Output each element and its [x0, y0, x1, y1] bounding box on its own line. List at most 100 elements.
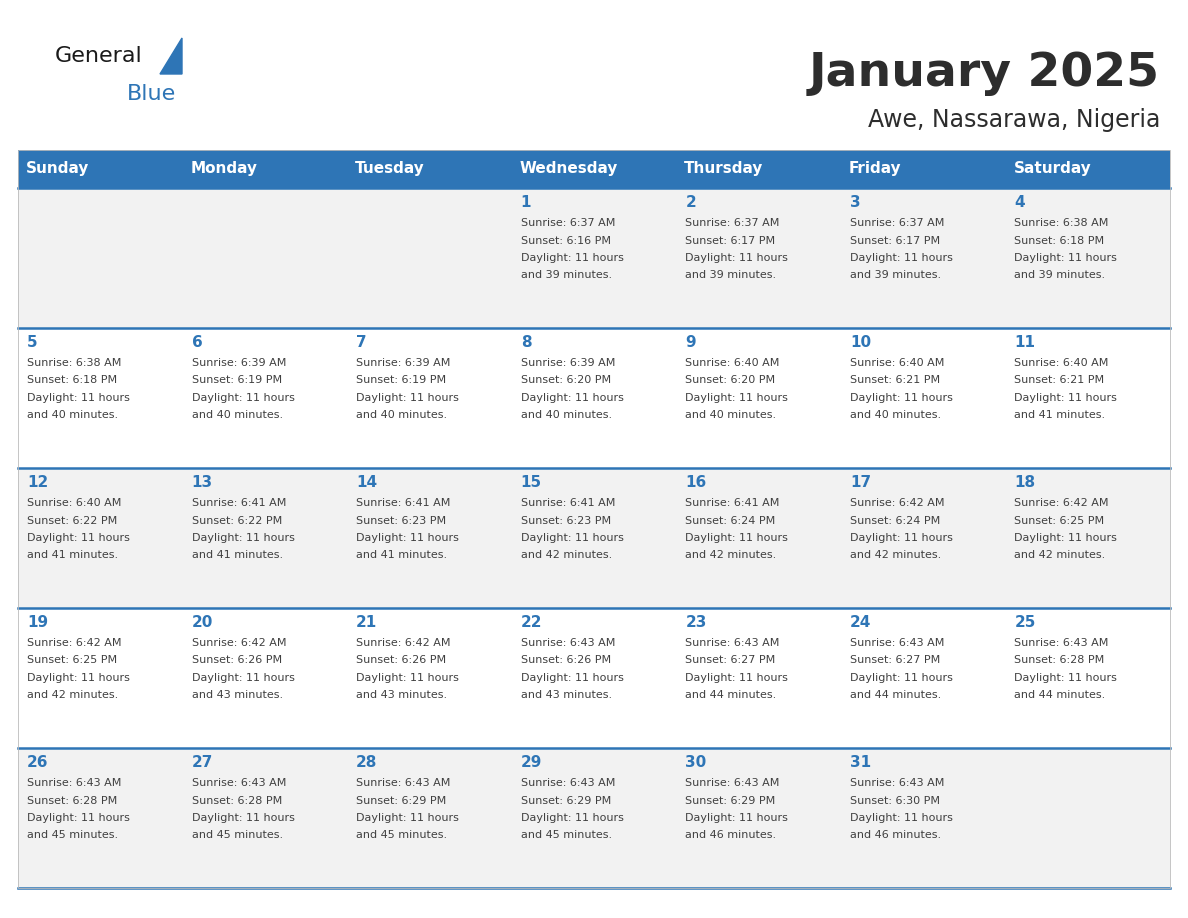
Text: Sunset: 6:16 PM: Sunset: 6:16 PM — [520, 236, 611, 245]
Text: and 42 minutes.: and 42 minutes. — [1015, 551, 1106, 561]
Text: Daylight: 11 hours: Daylight: 11 hours — [520, 253, 624, 263]
Bar — [841, 608, 1005, 748]
Bar — [512, 150, 676, 188]
Bar — [18, 150, 183, 188]
Bar — [347, 748, 512, 888]
Bar — [18, 328, 183, 468]
Text: Monday: Monday — [190, 162, 258, 176]
Text: and 45 minutes.: and 45 minutes. — [27, 831, 118, 841]
Bar — [841, 150, 1005, 188]
Text: Sunset: 6:19 PM: Sunset: 6:19 PM — [191, 375, 282, 386]
Text: Sunrise: 6:43 AM: Sunrise: 6:43 AM — [27, 778, 121, 788]
Text: Sunset: 6:17 PM: Sunset: 6:17 PM — [685, 236, 776, 245]
Text: 2: 2 — [685, 195, 696, 210]
Text: and 43 minutes.: and 43 minutes. — [191, 690, 283, 700]
Text: 29: 29 — [520, 755, 542, 770]
Text: 17: 17 — [849, 475, 871, 490]
Bar — [1005, 188, 1170, 328]
Bar — [1005, 608, 1170, 748]
Text: Friday: Friday — [849, 162, 902, 176]
Text: 8: 8 — [520, 335, 531, 350]
Text: and 39 minutes.: and 39 minutes. — [849, 271, 941, 281]
Text: 26: 26 — [27, 755, 49, 770]
Text: 27: 27 — [191, 755, 213, 770]
Bar — [512, 468, 676, 608]
Text: 13: 13 — [191, 475, 213, 490]
Text: 23: 23 — [685, 615, 707, 630]
Text: Sunrise: 6:43 AM: Sunrise: 6:43 AM — [520, 778, 615, 788]
Text: Daylight: 11 hours: Daylight: 11 hours — [356, 533, 459, 543]
Text: Sunset: 6:29 PM: Sunset: 6:29 PM — [685, 796, 776, 805]
Text: 21: 21 — [356, 615, 378, 630]
Bar — [183, 328, 347, 468]
Text: and 41 minutes.: and 41 minutes. — [27, 551, 118, 561]
Text: Sunset: 6:25 PM: Sunset: 6:25 PM — [1015, 516, 1105, 525]
Text: Sunset: 6:28 PM: Sunset: 6:28 PM — [191, 796, 282, 805]
Bar — [347, 468, 512, 608]
Text: Daylight: 11 hours: Daylight: 11 hours — [1015, 253, 1117, 263]
Text: Sunrise: 6:42 AM: Sunrise: 6:42 AM — [27, 638, 121, 648]
Text: 14: 14 — [356, 475, 378, 490]
Text: and 46 minutes.: and 46 minutes. — [849, 831, 941, 841]
Text: Blue: Blue — [127, 84, 176, 104]
Text: 19: 19 — [27, 615, 49, 630]
Text: 31: 31 — [849, 755, 871, 770]
Text: and 45 minutes.: and 45 minutes. — [356, 831, 447, 841]
Text: Sunrise: 6:37 AM: Sunrise: 6:37 AM — [520, 218, 615, 228]
Text: Sunrise: 6:42 AM: Sunrise: 6:42 AM — [356, 638, 450, 648]
Text: 24: 24 — [849, 615, 871, 630]
Text: Sunrise: 6:42 AM: Sunrise: 6:42 AM — [1015, 498, 1108, 508]
Text: Sunset: 6:27 PM: Sunset: 6:27 PM — [849, 655, 940, 666]
Text: Daylight: 11 hours: Daylight: 11 hours — [356, 673, 459, 683]
Text: Sunrise: 6:43 AM: Sunrise: 6:43 AM — [849, 778, 944, 788]
Text: 16: 16 — [685, 475, 707, 490]
Bar — [676, 468, 841, 608]
Text: 3: 3 — [849, 195, 860, 210]
Text: Daylight: 11 hours: Daylight: 11 hours — [356, 393, 459, 403]
Text: and 40 minutes.: and 40 minutes. — [191, 410, 283, 420]
Text: Daylight: 11 hours: Daylight: 11 hours — [520, 393, 624, 403]
Text: Daylight: 11 hours: Daylight: 11 hours — [685, 393, 788, 403]
Text: Sunset: 6:26 PM: Sunset: 6:26 PM — [191, 655, 282, 666]
Text: Saturday: Saturday — [1013, 162, 1092, 176]
Text: Sunrise: 6:43 AM: Sunrise: 6:43 AM — [356, 778, 450, 788]
Text: and 45 minutes.: and 45 minutes. — [191, 831, 283, 841]
Text: and 44 minutes.: and 44 minutes. — [685, 690, 777, 700]
Text: Sunset: 6:21 PM: Sunset: 6:21 PM — [849, 375, 940, 386]
Text: Sunset: 6:23 PM: Sunset: 6:23 PM — [520, 516, 611, 525]
Text: Sunset: 6:26 PM: Sunset: 6:26 PM — [356, 655, 447, 666]
Bar — [347, 608, 512, 748]
Bar — [676, 188, 841, 328]
Text: Sunrise: 6:39 AM: Sunrise: 6:39 AM — [520, 358, 615, 368]
Text: General: General — [55, 46, 143, 66]
Text: Sunrise: 6:40 AM: Sunrise: 6:40 AM — [27, 498, 121, 508]
Text: Daylight: 11 hours: Daylight: 11 hours — [685, 253, 788, 263]
Text: and 41 minutes.: and 41 minutes. — [1015, 410, 1106, 420]
Text: Sunset: 6:20 PM: Sunset: 6:20 PM — [685, 375, 776, 386]
Text: Sunrise: 6:39 AM: Sunrise: 6:39 AM — [356, 358, 450, 368]
Text: 11: 11 — [1015, 335, 1036, 350]
Text: Sunrise: 6:37 AM: Sunrise: 6:37 AM — [685, 218, 779, 228]
Text: Sunset: 6:28 PM: Sunset: 6:28 PM — [27, 796, 118, 805]
Text: Daylight: 11 hours: Daylight: 11 hours — [520, 673, 624, 683]
Bar — [512, 188, 676, 328]
Text: Daylight: 11 hours: Daylight: 11 hours — [685, 813, 788, 823]
Bar — [676, 608, 841, 748]
Text: Daylight: 11 hours: Daylight: 11 hours — [191, 673, 295, 683]
Text: January 2025: January 2025 — [809, 50, 1159, 95]
Text: 28: 28 — [356, 755, 378, 770]
Text: 7: 7 — [356, 335, 367, 350]
Text: and 44 minutes.: and 44 minutes. — [1015, 690, 1106, 700]
Bar — [676, 150, 841, 188]
Text: Sunset: 6:18 PM: Sunset: 6:18 PM — [1015, 236, 1105, 245]
Bar — [512, 748, 676, 888]
Text: Daylight: 11 hours: Daylight: 11 hours — [849, 393, 953, 403]
Text: and 44 minutes.: and 44 minutes. — [849, 690, 941, 700]
Text: Sunrise: 6:41 AM: Sunrise: 6:41 AM — [520, 498, 615, 508]
Text: Daylight: 11 hours: Daylight: 11 hours — [685, 673, 788, 683]
Text: Daylight: 11 hours: Daylight: 11 hours — [849, 533, 953, 543]
Text: and 39 minutes.: and 39 minutes. — [1015, 271, 1106, 281]
Text: Awe, Nassarawa, Nigeria: Awe, Nassarawa, Nigeria — [867, 108, 1159, 132]
Text: and 42 minutes.: and 42 minutes. — [685, 551, 777, 561]
Text: Sunrise: 6:39 AM: Sunrise: 6:39 AM — [191, 358, 286, 368]
